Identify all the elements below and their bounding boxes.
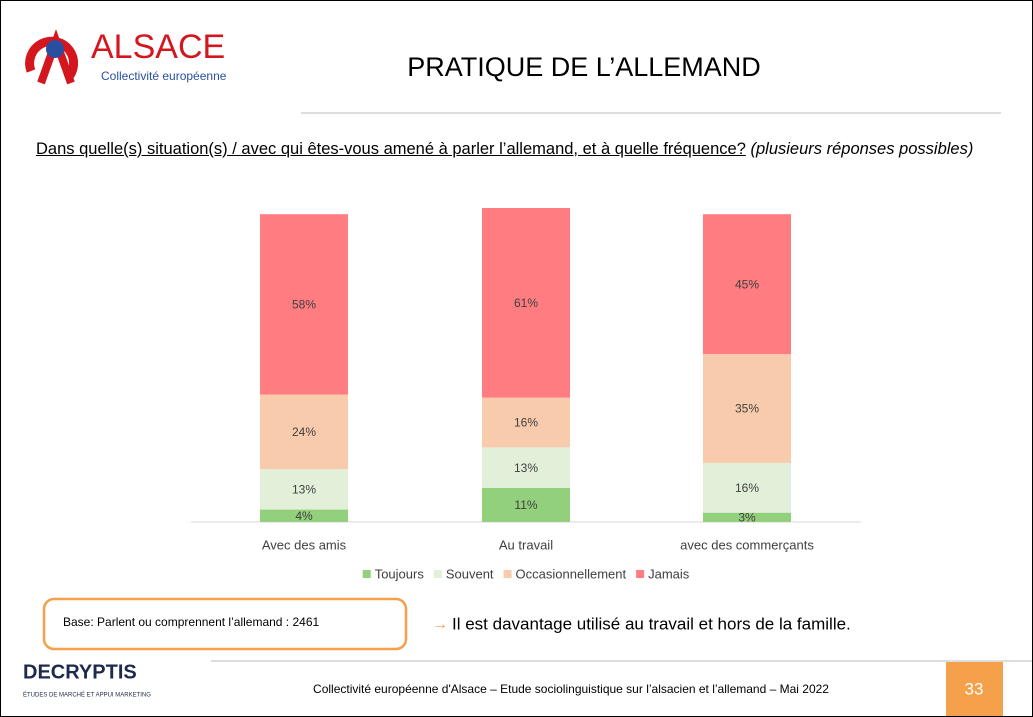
bar-segment xyxy=(260,469,348,510)
legend-swatch xyxy=(433,570,442,578)
question-note: (plusieurs réponses possibles) xyxy=(750,140,974,158)
bar-segment xyxy=(703,512,791,522)
legend-label: Jamais xyxy=(648,566,690,581)
value-label: 13% xyxy=(292,483,316,497)
value-label: 61% xyxy=(514,296,538,310)
value-label: 24% xyxy=(292,425,316,439)
legend-swatch xyxy=(503,570,512,578)
base-note: Base: Parlent ou comprennent l’allemand … xyxy=(63,615,319,629)
bar-segment xyxy=(260,214,348,395)
footer-tagline: ÉTUDES DE MARCHÉ ET APPUI MARKETING xyxy=(23,692,151,699)
x-tick-label: Avec des amis xyxy=(262,537,347,552)
value-label: 16% xyxy=(735,481,759,495)
bar-segment xyxy=(703,462,791,513)
value-label: 4% xyxy=(295,509,313,523)
value-label: 11% xyxy=(514,498,537,512)
logo-mark xyxy=(25,29,79,85)
bar-segment xyxy=(482,397,570,448)
base-box xyxy=(42,597,408,651)
legend-swatch xyxy=(362,570,371,578)
value-label: 16% xyxy=(514,416,538,430)
question: Dans quelle(s) situation(s) / avec qui ê… xyxy=(36,140,746,158)
x-tick-label: Au travail xyxy=(499,537,553,552)
conclusion: Il est davantage utilisé au travail et h… xyxy=(452,614,851,633)
legend-label: Souvent xyxy=(446,566,494,581)
footer-text: Collectivité européenne d'Alsace – Etude… xyxy=(313,682,829,696)
bar-segment xyxy=(260,394,348,470)
value-label: 13% xyxy=(514,461,538,475)
x-tick-label: avec des commerçants xyxy=(680,537,814,552)
logo-subtitle: Collectivité européenne xyxy=(101,69,227,83)
page-number: 33 xyxy=(965,679,984,698)
page-box xyxy=(946,662,1003,716)
footer-brand: DECRYPTIS xyxy=(23,661,137,683)
bar-segment xyxy=(703,354,791,463)
arrow-icon: → xyxy=(432,616,448,633)
bar-segment xyxy=(482,447,570,488)
bar-segment xyxy=(482,208,570,398)
question-block: Dans quelle(s) situation(s) / avec qui ê… xyxy=(36,137,1001,161)
bar-segment xyxy=(260,509,348,522)
logo-text: ALSACE xyxy=(91,28,225,66)
plot: 4% 13% 24% 58% Avec des amis 11% 13% 16% 61% Au t… xyxy=(260,208,814,581)
value-label: 58% xyxy=(292,298,316,312)
legend-label: Occasionnellement xyxy=(516,566,627,581)
value-label: 35% xyxy=(735,402,759,416)
slide-title: PRATIQUE DE L’ALLEMAND xyxy=(407,52,761,82)
legend-label: Toujours xyxy=(375,566,425,581)
bar-segment xyxy=(703,214,791,355)
bar-segment xyxy=(482,487,570,522)
value-label: 45% xyxy=(735,277,759,291)
legend-swatch xyxy=(636,570,645,578)
value-label: 3% xyxy=(738,511,756,525)
